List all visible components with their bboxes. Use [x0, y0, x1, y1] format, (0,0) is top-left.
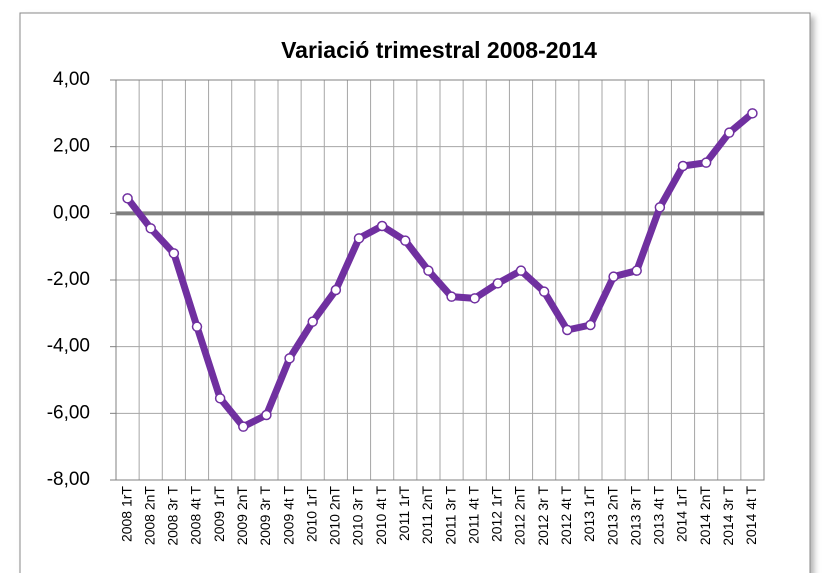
point: [538, 286, 550, 297]
point: [631, 265, 642, 276]
y-tick-label: 4,00: [53, 69, 90, 90]
point: [446, 291, 457, 302]
x-tick-label: 2009 1rT: [211, 486, 227, 542]
y-tick-label: -2,00: [47, 269, 90, 290]
x-tick-label: 2012 1rT: [489, 486, 505, 542]
point: [585, 319, 596, 331]
x-tick-label: 2009 4t T: [280, 486, 296, 545]
x-tick-label: 2009 2nT: [234, 486, 250, 546]
x-tick-label: 2011 3r T: [442, 486, 458, 545]
point: [724, 127, 735, 138]
x-tick-label: 2012 2nT: [512, 486, 528, 546]
series-line: [124, 110, 755, 431]
point: [307, 316, 318, 327]
point: [469, 293, 480, 304]
point: [515, 265, 527, 276]
x-tick-label: 2010 3r T: [350, 486, 366, 546]
point: [191, 321, 203, 332]
point: [400, 235, 411, 246]
point: [145, 223, 156, 234]
point: [168, 248, 180, 259]
x-tick-label: 2010 4t T: [373, 486, 389, 545]
x-tick-label: 2011 1rT: [396, 486, 412, 541]
x-tick-label: 2014 3r T: [720, 486, 736, 546]
plot-border: [115, 79, 765, 481]
x-tick-label: 2014 2nT: [697, 486, 713, 546]
point: [654, 202, 666, 213]
x-tick-label: 2013 3r T: [627, 486, 643, 546]
point: [423, 265, 434, 276]
x-tick-label: 2012 4t T: [558, 486, 574, 545]
x-tick-label: 2008 4t T: [188, 486, 204, 545]
point: [353, 233, 365, 244]
x-tick-label: 2008 1rT: [118, 486, 134, 542]
point: [261, 409, 272, 421]
x-tick-label: 2013 2nT: [604, 486, 620, 546]
x-tick-label: 2014 4t T: [743, 486, 759, 545]
point: [747, 108, 758, 119]
y-tick-label: 2,00: [53, 136, 90, 157]
y-tick-label: -8,00: [47, 469, 90, 490]
x-tick-label: 2011 2nT: [419, 486, 435, 545]
point: [376, 220, 388, 232]
x-tick-label: 2013 1rT: [581, 486, 597, 542]
point: [562, 324, 573, 336]
y-tick-label: 0,00: [53, 202, 90, 223]
x-tick-label: 2008 2nT: [141, 486, 157, 546]
x-tick-label: 2014 1rT: [674, 486, 690, 542]
point: [284, 353, 295, 364]
point: [214, 393, 226, 404]
point: [330, 284, 342, 296]
x-tick-label: 2010 2nT: [327, 486, 343, 546]
chart-title: Variació trimestral 2008-2014: [281, 37, 597, 63]
x-tick-label: 2009 3r T: [257, 486, 273, 546]
point: [238, 421, 249, 432]
point: [492, 278, 504, 289]
y-tick-label: -4,00: [47, 336, 90, 357]
point: [608, 271, 619, 282]
x-tick-label: 2008 3r T: [165, 486, 181, 546]
x-tick-label: 2012 3r T: [535, 486, 551, 546]
x-tick-label: 2011 4t T: [465, 486, 481, 544]
y-tick-label: -6,00: [47, 402, 90, 423]
point: [677, 160, 689, 172]
point: [700, 157, 712, 168]
point: [122, 193, 133, 204]
x-tick-label: 2013 4t T: [651, 486, 667, 545]
x-tick-label: 2010 1rT: [303, 486, 319, 542]
chart-frame: [19, 12, 811, 578]
